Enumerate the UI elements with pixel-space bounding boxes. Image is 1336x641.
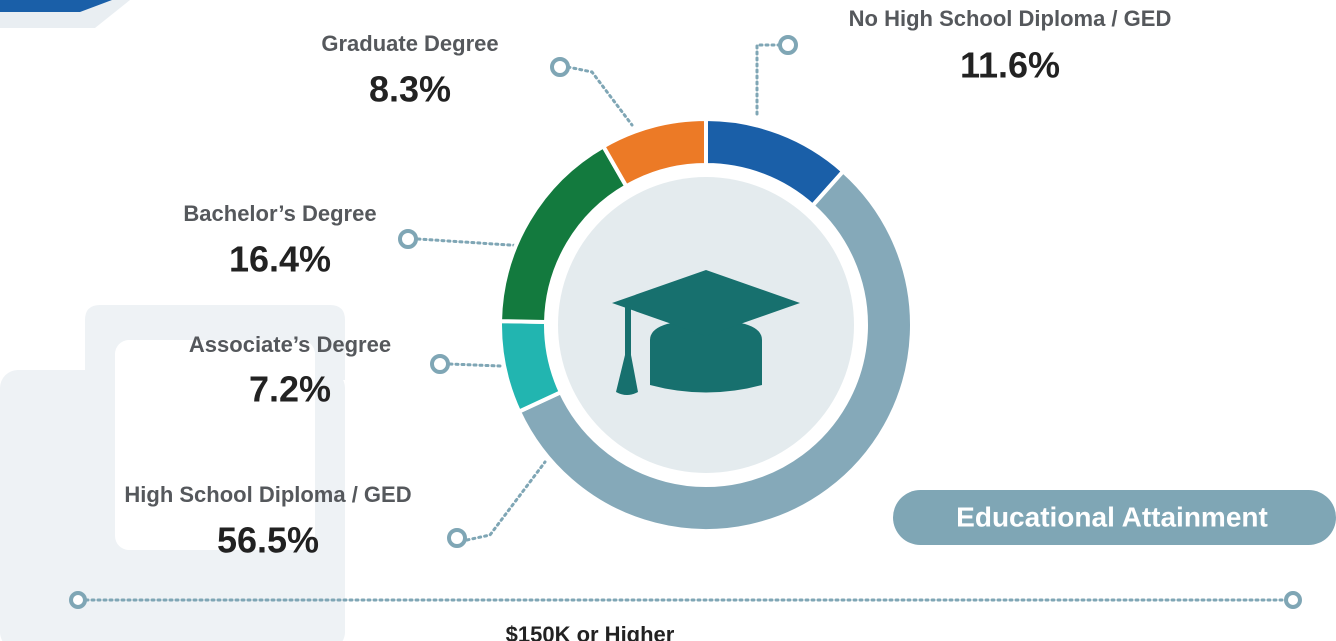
value-label: 56.5% xyxy=(217,520,319,561)
connector xyxy=(568,67,632,125)
chart: Educational Attainment $150K or Higher N… xyxy=(0,0,1336,641)
value-label: 16.4% xyxy=(229,239,331,280)
category-label: Associate’s Degree xyxy=(189,332,391,357)
connector-dot xyxy=(400,231,416,247)
connector-dot xyxy=(552,59,568,75)
connector xyxy=(757,45,780,115)
chart-title: Educational Attainment xyxy=(956,501,1268,532)
divider-dot xyxy=(1286,593,1300,607)
donut-slice xyxy=(500,321,561,411)
category-label: No High School Diploma / GED xyxy=(849,6,1172,31)
category-label: Bachelor’s Degree xyxy=(183,201,376,226)
page: {"chart_data": {"type": "pie", "title": … xyxy=(0,0,1336,641)
category-label: High School Diploma / GED xyxy=(124,482,411,507)
connector-dot xyxy=(432,356,448,372)
connector-dot xyxy=(780,37,796,53)
donut-slice xyxy=(603,119,706,186)
connector xyxy=(467,462,545,540)
connector xyxy=(450,364,500,366)
divider-dot xyxy=(71,593,85,607)
footer-label: $150K or Higher xyxy=(506,622,675,641)
value-label: 11.6% xyxy=(960,45,1060,86)
value-label: 8.3% xyxy=(369,69,451,110)
value-label: 7.2% xyxy=(249,369,331,410)
category-label: Graduate Degree xyxy=(321,31,498,56)
connector-dot xyxy=(449,530,465,546)
